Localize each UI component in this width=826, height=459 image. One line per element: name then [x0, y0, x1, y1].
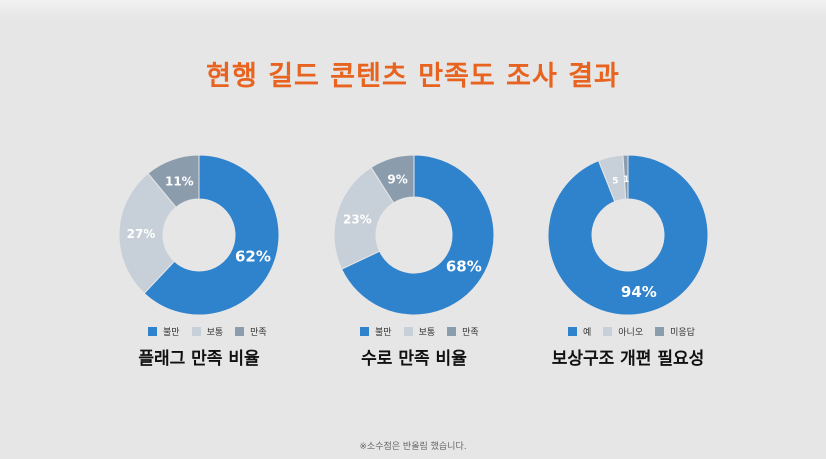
page-title: 현행 길드 콘텐츠 만족도 조사 결과	[206, 61, 620, 92]
legend-item: 불만	[148, 325, 180, 338]
slice-2	[370, 154, 415, 204]
slice-label-2: 9%	[387, 172, 407, 186]
chart-title-waterway: 수로 만족 비율	[361, 349, 467, 369]
legend-item: 보통	[403, 325, 436, 338]
slice-0	[143, 154, 280, 316]
legend-item: 불만	[360, 325, 392, 338]
slice-label-1: 27%	[127, 227, 156, 241]
legend-label: 보통	[418, 328, 436, 338]
slice-label-1: 5	[612, 176, 618, 186]
legend-label: 만족	[462, 328, 479, 338]
slice-2	[622, 154, 629, 200]
slice-1	[118, 172, 177, 295]
slice-label-2: 1	[623, 175, 629, 185]
legend-item: 예	[568, 325, 591, 338]
legend-label: 아니오	[618, 328, 644, 338]
legend-swatch	[568, 327, 577, 336]
legend-item: 아니오	[603, 325, 643, 338]
legend-swatch	[603, 327, 613, 336]
slice-1	[333, 166, 395, 270]
legend-item: 만족	[235, 325, 267, 338]
legend-label: 보통	[206, 328, 224, 338]
slice-label-0: 94%	[621, 283, 657, 301]
legend-label: 만족	[250, 328, 267, 338]
legend-reward: 예 아니오 미응답	[568, 325, 707, 339]
slice-0	[547, 154, 709, 316]
legend-swatch	[148, 327, 157, 336]
legend-flag: 불만 보통 만족	[148, 325, 279, 339]
legend-swatch	[447, 327, 457, 336]
footnote: ※소수점은 반올림 했습니다.	[359, 442, 467, 452]
slice-2	[147, 154, 200, 208]
slice-label-2: 11%	[165, 174, 194, 188]
legend-swatch	[655, 327, 665, 336]
top-strip	[0, 0, 826, 20]
slice-label-0: 62%	[235, 247, 271, 265]
legend-item: 만족	[447, 325, 479, 338]
legend-swatch	[360, 327, 369, 336]
legend-label: 예	[583, 328, 592, 338]
chart-title-reward: 보상구조 개편 필요성	[551, 349, 705, 369]
slice-label-1: 23%	[343, 213, 372, 227]
legend-label: 불만	[163, 328, 180, 338]
legend-item: 보통	[191, 325, 224, 338]
legend-waterway: 불만 보통 만족	[360, 325, 491, 339]
chart-title-flag: 플래그 만족 비율	[138, 349, 260, 369]
legend-item: 미응답	[655, 325, 695, 338]
legend-swatch	[191, 327, 201, 336]
slice-0	[340, 154, 495, 316]
legend-label: 미응답	[670, 328, 695, 338]
slice-label-0: 68%	[446, 258, 482, 276]
legend-swatch	[235, 327, 245, 336]
legend-label: 불만	[375, 328, 392, 338]
legend-swatch	[403, 327, 413, 336]
